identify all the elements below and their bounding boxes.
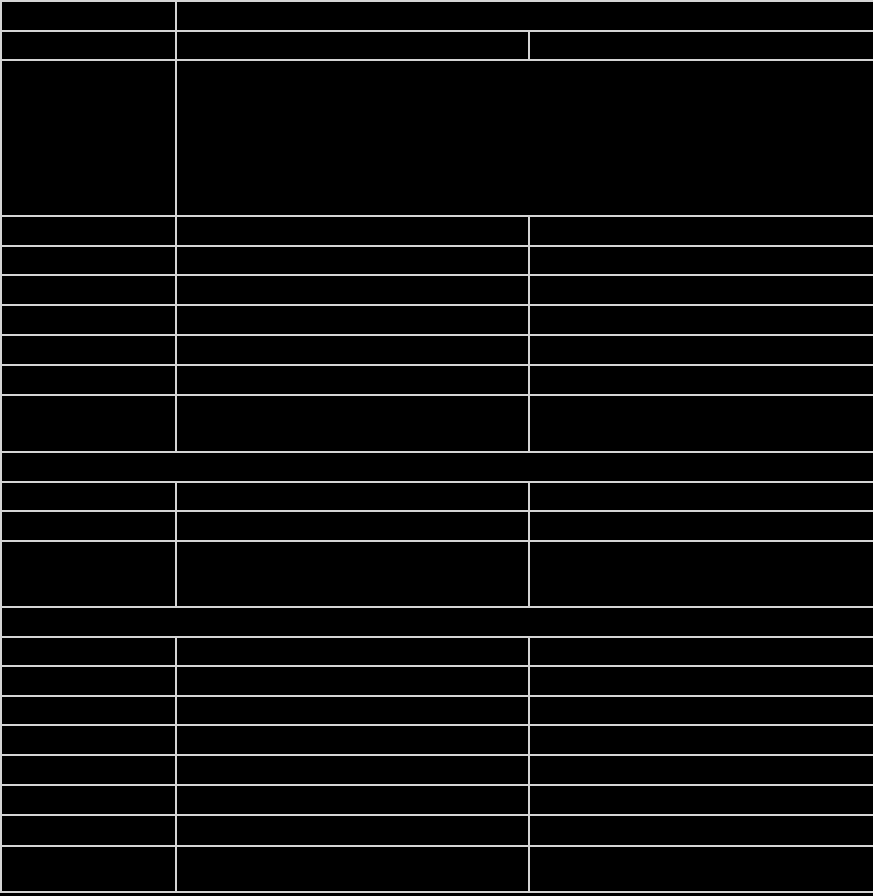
table-cell (175, 334, 530, 366)
table-cell (0, 814, 177, 847)
table-cell (528, 665, 873, 697)
table-row (0, 59, 873, 217)
table-cell (175, 754, 530, 786)
table-cell (0, 636, 177, 667)
table-cell (0, 59, 177, 217)
table-row (0, 481, 873, 512)
table-cell (528, 540, 873, 608)
table-cell (175, 695, 530, 726)
table-cell (0, 334, 177, 366)
table-cell (0, 215, 177, 247)
table-cell (0, 0, 177, 32)
table-cell (0, 724, 177, 756)
table-cell (175, 215, 530, 247)
table-cell (0, 510, 177, 542)
table-row (0, 754, 873, 786)
table-cell (175, 665, 530, 697)
table-cell (528, 364, 873, 396)
table-cell (0, 665, 177, 697)
table-cell (528, 215, 873, 247)
table-row (0, 215, 873, 247)
table-row (0, 606, 873, 638)
table-cell (0, 30, 177, 61)
table-cell (175, 59, 873, 217)
table-cell (528, 30, 873, 61)
table-row (0, 0, 873, 32)
table-cell (0, 451, 873, 483)
table-cell (0, 845, 177, 893)
table-cell (528, 695, 873, 726)
table-row (0, 784, 873, 816)
table-row (0, 510, 873, 542)
table-cell (0, 784, 177, 816)
table-cell (528, 334, 873, 366)
table-cell (528, 274, 873, 306)
table-cell (175, 245, 530, 276)
table-cell (528, 481, 873, 512)
table-row (0, 364, 873, 396)
table-row (0, 394, 873, 453)
table-cell (528, 245, 873, 276)
table-cell (175, 481, 530, 512)
table-row (0, 845, 873, 893)
table-row (0, 245, 873, 276)
table-row (0, 304, 873, 336)
table-cell (0, 540, 177, 608)
table-cell (175, 364, 530, 396)
table-cell (175, 540, 530, 608)
table-cell (528, 814, 873, 847)
table-cell (175, 304, 530, 336)
table-row (0, 724, 873, 756)
table-row (0, 814, 873, 847)
table-cell (0, 304, 177, 336)
table-cell (528, 510, 873, 542)
table-cell (528, 754, 873, 786)
table-row (0, 274, 873, 306)
table-cell (175, 510, 530, 542)
table-cell (175, 845, 530, 893)
table-cell (0, 606, 873, 638)
table-cell (0, 754, 177, 786)
table-cell (175, 30, 530, 61)
table-cell (0, 481, 177, 512)
table-cell (175, 636, 530, 667)
table-row (0, 636, 873, 667)
table-cell (528, 845, 873, 893)
table-cell (528, 394, 873, 453)
table-cell (175, 784, 530, 816)
table-cell (175, 0, 873, 32)
table-row (0, 30, 873, 61)
table-cell (0, 245, 177, 276)
table-cell (528, 636, 873, 667)
table-cell (175, 814, 530, 847)
table-cell (175, 274, 530, 306)
table-cell (528, 304, 873, 336)
table-row (0, 665, 873, 697)
table-cell (0, 695, 177, 726)
table-cell (528, 784, 873, 816)
table-cell (0, 274, 177, 306)
table-row (0, 695, 873, 726)
table-cell (528, 724, 873, 756)
table-row (0, 451, 873, 483)
table-cell (0, 364, 177, 396)
table-cell (175, 724, 530, 756)
table-cell (175, 394, 530, 453)
table-row (0, 334, 873, 366)
table-cell (0, 394, 177, 453)
table-row (0, 540, 873, 608)
